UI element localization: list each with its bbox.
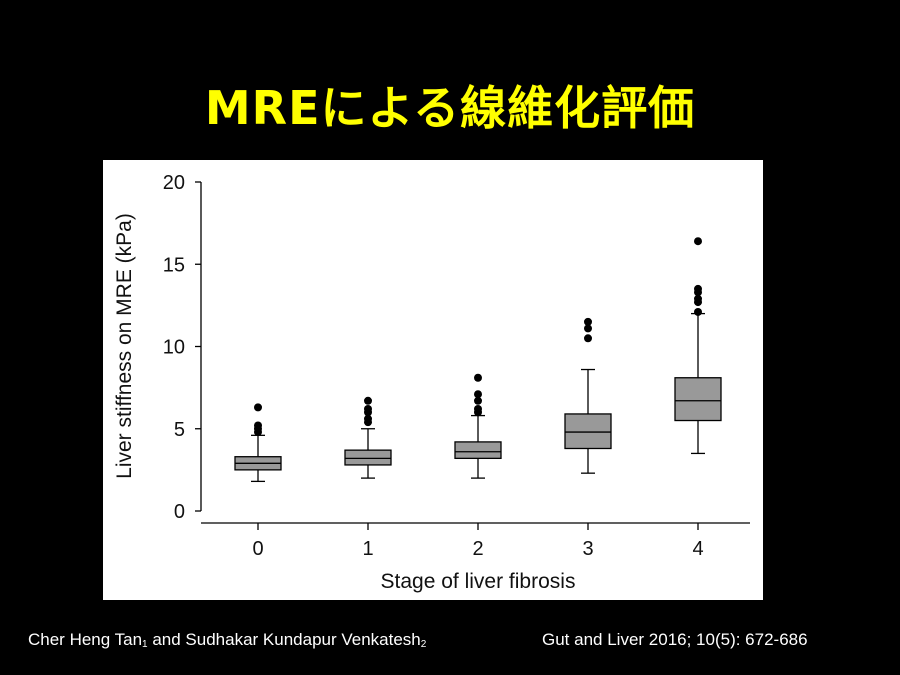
y-tick-label: 20	[163, 172, 185, 194]
x-tick-label: 0	[252, 538, 263, 560]
outlier-point	[694, 284, 702, 293]
author-name-1: Cher Heng Tan	[28, 630, 143, 649]
affiliation-mark-1: 1	[142, 639, 148, 650]
outlier-point	[474, 390, 482, 399]
outlier-point	[584, 317, 592, 326]
outlier-point	[254, 403, 262, 412]
y-tick-label: 10	[163, 337, 185, 359]
iqr-box	[344, 449, 392, 466]
outlier-point	[474, 396, 482, 405]
iqr-box	[674, 377, 722, 422]
outlier-point	[474, 373, 482, 382]
box-plot-chart: 0 5 10 15 20 0 1 2 3 4 Stage of liver fibrosis Live…	[113, 172, 750, 593]
outlier-point	[584, 324, 592, 333]
slide-title: MREによる線維化評価	[204, 81, 696, 135]
y-tick-label: 5	[174, 419, 185, 441]
outlier-point	[364, 405, 372, 414]
y-axis-label: Liver stiffness on MRE (kPa)	[113, 213, 136, 479]
outlier-point	[694, 307, 702, 316]
chart-panel: 0 5 10 15 20 0 1 2 3 4 Stage of liver fibrosis Live…	[103, 160, 763, 600]
outlier-point	[474, 405, 482, 414]
journal-citation: Gut and Liver 2016; 10(5): 672-686	[542, 630, 808, 649]
x-tick-label: 2	[472, 538, 483, 560]
outlier-point	[364, 396, 372, 405]
x-tick-label: 3	[582, 538, 593, 560]
author-joiner: and	[147, 630, 186, 649]
affiliation-mark-2: 2	[420, 639, 427, 650]
outlier-point	[694, 237, 702, 246]
iqr-box	[454, 441, 502, 460]
y-tick-label: 15	[163, 254, 185, 276]
outlier-point	[254, 421, 262, 430]
outlier-point	[694, 294, 702, 303]
outlier-point	[584, 334, 592, 343]
author-name-2: Sudhakar Kundapur Venkatesh	[185, 630, 421, 649]
y-tick-label: 0	[174, 501, 185, 523]
x-axis-label: Stage of liver fibrosis	[381, 570, 576, 593]
x-tick-label: 4	[692, 538, 703, 560]
outlier-point	[364, 414, 372, 423]
iqr-box	[564, 413, 612, 450]
author-credit: Cher Heng Tan1 and Sudhakar Kundapur Ven…	[28, 630, 426, 650]
x-tick-label: 1	[362, 538, 373, 560]
